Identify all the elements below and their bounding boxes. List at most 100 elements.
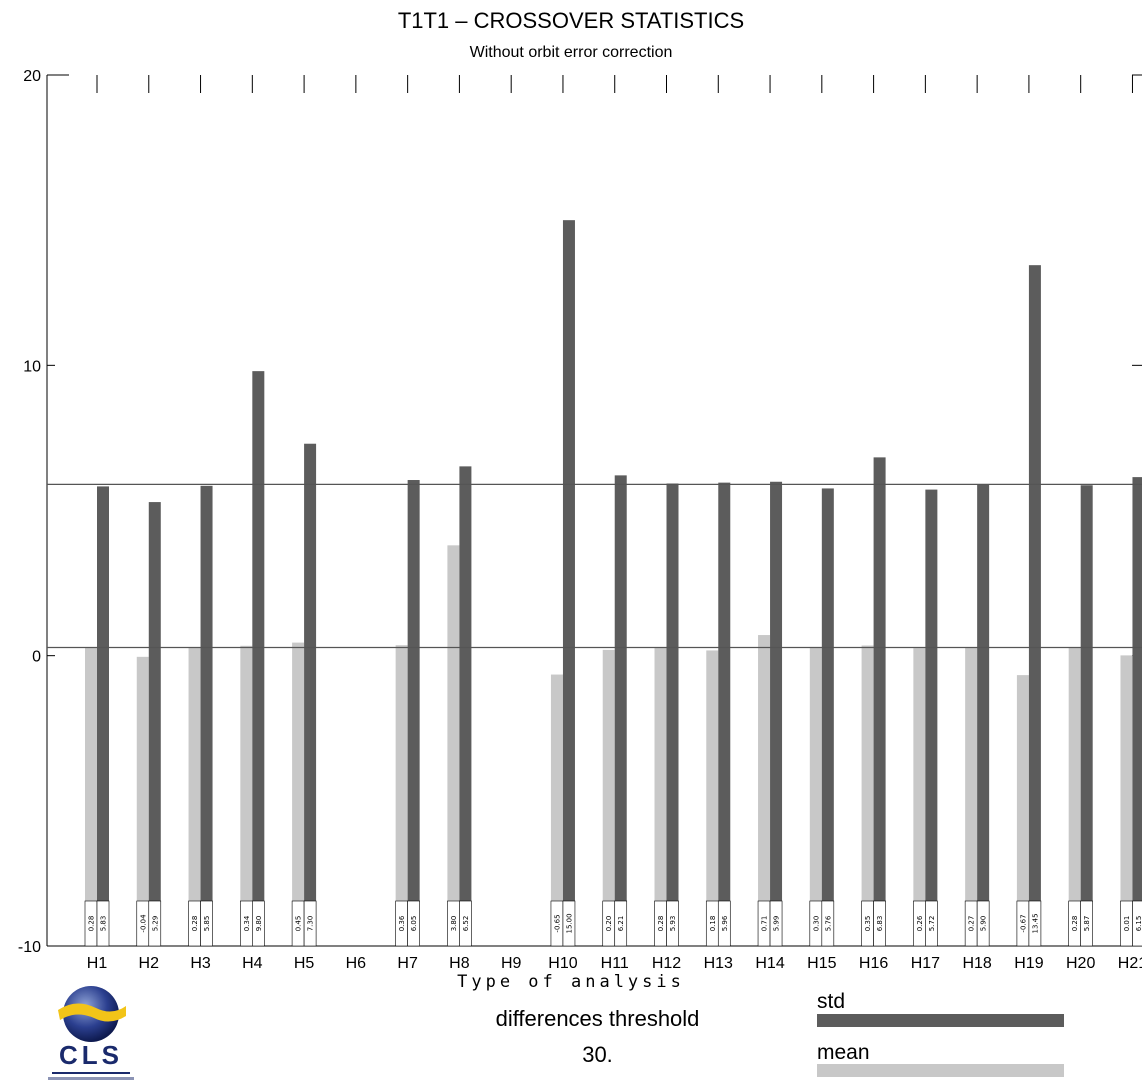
x-tick-label: H15 bbox=[807, 955, 836, 972]
std-bar bbox=[97, 486, 109, 946]
std-value-box bbox=[976, 900, 990, 947]
mean-bar bbox=[654, 647, 667, 946]
std-value-label: 6.52 bbox=[462, 916, 470, 932]
threshold-value: 30. bbox=[582, 1042, 613, 1067]
std-value-label: 6.05 bbox=[410, 916, 418, 932]
mean-bar bbox=[1068, 647, 1081, 946]
std-bar bbox=[666, 483, 679, 946]
std-bar bbox=[977, 484, 990, 946]
mean-bar bbox=[188, 647, 201, 946]
std-bar bbox=[407, 480, 420, 946]
y-tick-label: 10 bbox=[23, 358, 41, 375]
mean-value-label: 0.28 bbox=[191, 916, 199, 932]
legend-mean-swatch bbox=[817, 1064, 1064, 1077]
globe-icon bbox=[58, 986, 126, 1042]
std-value-label: 5.83 bbox=[100, 916, 108, 932]
std-value-label: 5.99 bbox=[773, 916, 781, 932]
x-tick-label: H3 bbox=[190, 955, 211, 972]
mean-value-label: -0.65 bbox=[553, 914, 561, 932]
std-bar bbox=[562, 220, 575, 946]
std-value-box bbox=[148, 900, 162, 947]
std-bar bbox=[1132, 477, 1142, 946]
std-value-box bbox=[562, 900, 576, 947]
std-value-box bbox=[717, 900, 731, 947]
std-bar bbox=[1080, 485, 1093, 946]
std-value-label: 5.72 bbox=[928, 916, 936, 932]
std-value-box bbox=[200, 900, 213, 947]
x-tick-label: H18 bbox=[962, 955, 991, 972]
x-tick-label: H1 bbox=[87, 955, 108, 972]
std-bar bbox=[304, 443, 317, 946]
std-value-box bbox=[1080, 900, 1093, 947]
std-value-box bbox=[821, 900, 835, 947]
x-tick-label: H17 bbox=[911, 955, 940, 972]
std-value-label: 5.29 bbox=[151, 916, 159, 932]
mean-value-label: 0.28 bbox=[1071, 916, 1079, 932]
logo-tagline-graphic bbox=[48, 1077, 134, 1080]
mean-bar bbox=[240, 645, 253, 946]
std-bar bbox=[252, 371, 265, 946]
mean-bar bbox=[395, 645, 408, 946]
mean-bar bbox=[758, 635, 771, 946]
x-tick-label: H14 bbox=[755, 955, 784, 972]
logo-underline bbox=[52, 1072, 130, 1074]
std-bar bbox=[873, 457, 886, 946]
std-value-label: 5.90 bbox=[980, 916, 988, 932]
std-value-label: 6.83 bbox=[876, 916, 884, 932]
mean-value-label: 0.35 bbox=[864, 916, 872, 932]
chart-title: T1T1 – CROSSOVER STATISTICS bbox=[397, 8, 745, 33]
std-value-label: 6.21 bbox=[617, 916, 625, 932]
x-tick-label: H21 bbox=[1118, 955, 1142, 972]
chart-subtitle: Without orbit error correction bbox=[469, 44, 673, 61]
mean-bar bbox=[913, 648, 926, 946]
mean-value-label: 0.30 bbox=[812, 916, 820, 932]
logo-text: CLS bbox=[59, 1040, 123, 1070]
legend-std-label: std bbox=[817, 990, 846, 1013]
x-tick-label: H9 bbox=[501, 955, 522, 972]
x-tick-label: H16 bbox=[859, 955, 888, 972]
mean-bar bbox=[550, 674, 563, 946]
std-value-label: 5.87 bbox=[1083, 916, 1091, 932]
threshold-label: differences threshold bbox=[495, 1006, 700, 1031]
std-value-label: 7.30 bbox=[307, 916, 315, 932]
mean-bar bbox=[292, 642, 305, 946]
mean-bar bbox=[447, 545, 460, 946]
mean-bar bbox=[809, 646, 822, 946]
std-value-box bbox=[1132, 900, 1142, 947]
mean-bar bbox=[1016, 675, 1029, 946]
std-value-label: 5.93 bbox=[669, 916, 677, 932]
std-bar bbox=[148, 502, 161, 946]
x-tick-label: H2 bbox=[139, 955, 160, 972]
x-tick-label: H13 bbox=[704, 955, 733, 972]
std-value-label: 5.76 bbox=[824, 915, 832, 931]
mean-value-label: 0.20 bbox=[605, 916, 613, 932]
std-value-label: 15.00 bbox=[565, 913, 573, 933]
std-value-box bbox=[303, 900, 317, 947]
std-bar bbox=[770, 481, 783, 946]
std-value-label: 6.15 bbox=[1135, 916, 1142, 932]
std-value-box bbox=[252, 900, 265, 947]
std-bar bbox=[459, 466, 472, 946]
std-value-box bbox=[769, 900, 783, 947]
std-value-box bbox=[459, 900, 472, 947]
x-tick-label: H6 bbox=[346, 955, 367, 972]
mean-value-label: 0.18 bbox=[709, 916, 717, 932]
mean-value-label: 0.34 bbox=[243, 915, 251, 931]
x-tick-label: H11 bbox=[601, 955, 629, 972]
std-value-box bbox=[873, 900, 886, 947]
std-value-box bbox=[96, 900, 110, 947]
std-value-box bbox=[1028, 900, 1042, 947]
mean-value-label: 0.01 bbox=[1123, 916, 1131, 932]
std-value-box bbox=[407, 900, 420, 947]
mean-bar bbox=[965, 647, 978, 946]
y-tick-label: -10 bbox=[18, 939, 41, 956]
cls-logo: CLS bbox=[46, 984, 136, 1084]
x-tick-label: H12 bbox=[652, 955, 681, 972]
x-tick-label: H20 bbox=[1066, 955, 1095, 972]
mean-value-label: 0.27 bbox=[968, 916, 976, 932]
mean-bar bbox=[861, 645, 874, 946]
mean-value-label: -0.67 bbox=[1019, 914, 1027, 932]
mean-value-label: -0.04 bbox=[139, 914, 147, 933]
mean-bar bbox=[706, 650, 719, 946]
